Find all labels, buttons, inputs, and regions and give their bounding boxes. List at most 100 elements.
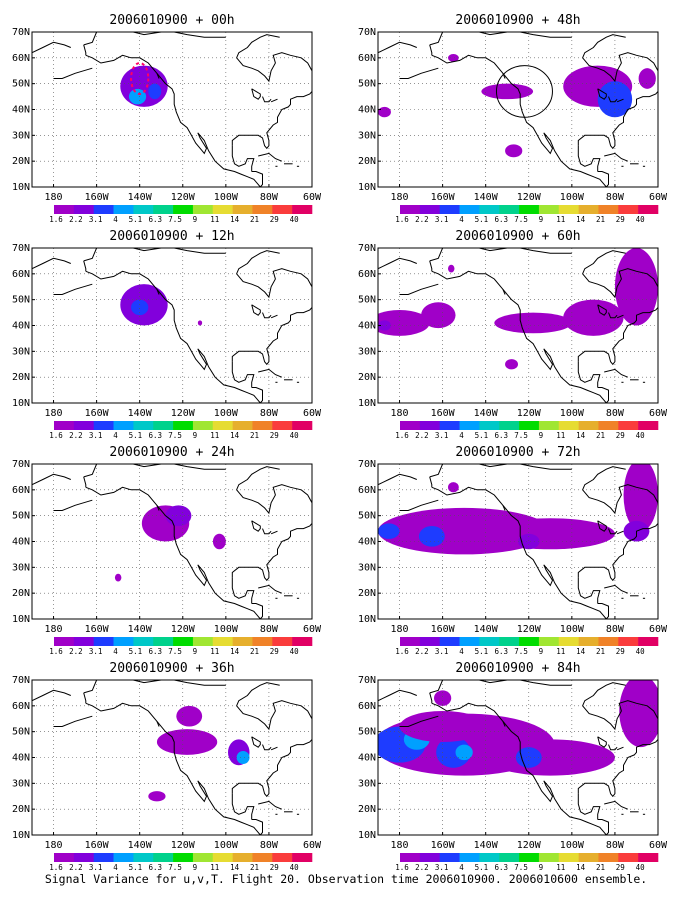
coastline: [53, 499, 93, 511]
colorbar-swatch: [499, 205, 520, 214]
variance-blob: [378, 320, 391, 331]
colorbar-swatch: [192, 853, 214, 862]
colorbar-label: 2.2: [415, 431, 429, 440]
variance-blob: [148, 791, 166, 802]
colorbar-label: 11: [556, 647, 565, 656]
coastline: [429, 476, 433, 488]
x-tick-label: 80W: [606, 624, 625, 635]
x-tick-label: 60W: [303, 840, 322, 851]
coastline: [83, 692, 87, 704]
y-tick-label: 50N: [12, 511, 30, 522]
x-tick-label: 100W: [214, 624, 239, 635]
colorbar-swatch: [173, 637, 194, 646]
variance-blob: [597, 81, 633, 118]
x-tick-label: 180: [45, 192, 63, 203]
map-panel: 2006010900 + 36h 10N 20N 30N 40N 50N 60N 70N 180…: [12, 661, 322, 872]
map-panel: 2006010900 + 48h 10N 20N 30N 40N 50N 60N 70N 180…: [358, 13, 668, 224]
coastline: [32, 689, 71, 702]
colorbar-swatch: [113, 853, 134, 862]
x-tick-label: 80W: [260, 840, 279, 851]
variance-blob: [455, 744, 473, 761]
colorbar-swatch: [173, 853, 194, 862]
x-tick-label: 160W: [85, 192, 110, 203]
x-tick-label: 140W: [128, 192, 153, 203]
colorbar-label: 14: [230, 431, 240, 440]
colorbar-swatch: [519, 421, 540, 430]
colorbar-label: 21: [250, 863, 259, 872]
coastline: [236, 700, 312, 731]
y-tick-label: 20N: [358, 156, 376, 167]
coastline: [231, 91, 312, 150]
coastline: [597, 736, 607, 748]
colorbar-swatch: [400, 205, 421, 214]
map-panel: 2006010900 + 12h 10N 20N 30N 40N 50N 60N 70N 180…: [12, 229, 322, 440]
colorbar-label: 4: [113, 647, 118, 656]
coastline: [429, 248, 572, 262]
colorbar-swatch: [578, 205, 599, 214]
coastline: [236, 682, 280, 706]
colorbar-label: 5.1: [129, 431, 143, 440]
coastline: [236, 268, 312, 299]
coastline: [429, 680, 572, 694]
colorbar-label: 9: [539, 863, 544, 872]
colorbar-label: 21: [596, 215, 605, 224]
colorbar-swatch: [252, 853, 273, 862]
y-tick-label: 30N: [12, 562, 30, 573]
x-tick-label: 120W: [171, 408, 196, 419]
colorbar-swatch: [519, 853, 540, 862]
colorbar-swatch: [538, 205, 560, 214]
colorbar-swatch: [558, 205, 579, 214]
colorbar-label: 2.2: [415, 863, 429, 872]
colorbar-swatch: [292, 421, 313, 430]
colorbar-swatch: [93, 853, 114, 862]
variance-blob: [494, 312, 572, 334]
colorbar-swatch: [192, 421, 214, 430]
colorbar-swatch: [598, 205, 619, 214]
coastline: [83, 476, 87, 488]
colorbar-swatch: [192, 637, 214, 646]
panel-title: 2006010900 + 12h: [109, 229, 234, 244]
variance-blob: [176, 705, 203, 727]
x-tick-label: 160W: [85, 840, 110, 851]
colorbar-swatch: [499, 421, 520, 430]
variance-blob: [236, 751, 250, 764]
colorbar-label: 29: [270, 647, 279, 656]
colorbar-swatch: [538, 853, 560, 862]
colorbar-label: 1.6: [49, 431, 63, 440]
coastline: [597, 819, 609, 835]
coastline: [582, 52, 658, 83]
x-tick-label: 160W: [85, 624, 110, 635]
map-content: [378, 32, 658, 187]
coastline: [32, 257, 71, 270]
colorbar-swatch: [479, 421, 500, 430]
y-tick-label: 50N: [358, 511, 376, 522]
colorbar-label: 29: [270, 215, 279, 224]
colorbar-label: 29: [616, 215, 625, 224]
y-tick-label: 60N: [12, 53, 30, 64]
map-panel: 2006010900 + 00h 10N 20N 30N 40N 50N 60N 70N 180…: [12, 13, 322, 224]
coastline: [85, 270, 261, 403]
colorbar-label: 4: [459, 215, 464, 224]
x-tick-label: 100W: [560, 840, 585, 851]
colorbar-label: 3.1: [435, 215, 449, 224]
colorbar-swatch: [153, 637, 174, 646]
coastline: [236, 250, 280, 274]
y-tick-label: 50N: [358, 79, 376, 90]
coastline: [83, 680, 226, 694]
coastline: [251, 603, 263, 619]
colorbar-label: 5.1: [129, 647, 143, 656]
colorbar-label: 11: [556, 215, 565, 224]
coastline: [597, 520, 607, 532]
colorbar-label: 21: [596, 863, 605, 872]
colorbar-swatch: [519, 637, 540, 646]
coastline: [251, 387, 263, 403]
coastline: [582, 682, 626, 706]
y-tick-label: 70N: [358, 243, 376, 254]
x-tick-label: 60W: [649, 192, 668, 203]
colorbar-swatch: [272, 853, 293, 862]
coastline: [231, 145, 255, 172]
colorbar-swatch: [272, 637, 293, 646]
variance-blob: [128, 88, 147, 105]
y-tick-label: 30N: [12, 130, 30, 141]
coastline: [616, 530, 624, 535]
